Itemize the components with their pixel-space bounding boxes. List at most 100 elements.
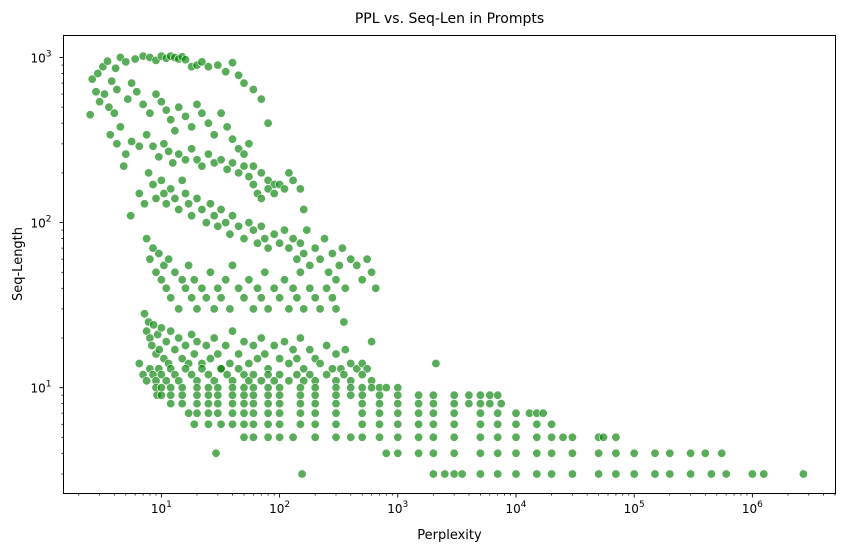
- data-point: [132, 87, 142, 97]
- data-point: [475, 399, 485, 409]
- data-point: [302, 225, 312, 235]
- data-point: [181, 364, 191, 374]
- data-point: [239, 161, 249, 171]
- x-tick-label: 102: [269, 500, 290, 516]
- data-point: [239, 78, 249, 88]
- data-point: [213, 383, 223, 393]
- data-point: [295, 333, 305, 343]
- data-point: [181, 189, 191, 199]
- data-point: [161, 105, 171, 115]
- data-point: [127, 137, 137, 147]
- data-point: [192, 399, 202, 409]
- data-point: [159, 139, 169, 149]
- data-point: [87, 74, 97, 84]
- data-point: [292, 293, 302, 303]
- data-point: [221, 218, 231, 228]
- data-point: [239, 370, 249, 380]
- data-point: [532, 419, 542, 429]
- data-point: [346, 358, 356, 368]
- data-point: [374, 399, 384, 409]
- data-point: [340, 283, 350, 293]
- data-point: [192, 337, 202, 347]
- x-tick-label: 103: [387, 500, 408, 516]
- data-point: [310, 419, 320, 429]
- data-point: [228, 419, 238, 429]
- data-point: [225, 229, 235, 239]
- data-point: [184, 199, 194, 209]
- data-point: [288, 432, 298, 442]
- data-point: [269, 283, 279, 293]
- data-point: [315, 358, 325, 368]
- data-point: [428, 399, 438, 409]
- data-point: [686, 448, 696, 458]
- data-point: [148, 180, 158, 190]
- data-point: [225, 304, 235, 314]
- data-point: [134, 141, 144, 151]
- data-point: [205, 267, 215, 277]
- data-point: [256, 94, 266, 104]
- data-point: [181, 55, 191, 65]
- data-point: [248, 304, 258, 314]
- data-point: [310, 408, 320, 418]
- data-point: [275, 293, 285, 303]
- data-point: [327, 249, 337, 259]
- data-point: [567, 432, 577, 442]
- data-point: [511, 469, 521, 479]
- data-point: [331, 383, 341, 393]
- data-point: [284, 243, 294, 253]
- y-tick-label: 101: [30, 380, 51, 396]
- data-point: [213, 399, 223, 409]
- data-point: [192, 304, 202, 314]
- data-point: [256, 221, 266, 231]
- data-point: [192, 408, 202, 418]
- data-point: [203, 149, 213, 159]
- data-point: [256, 194, 266, 204]
- data-point: [187, 329, 197, 339]
- data-point: [310, 390, 320, 400]
- data-point: [228, 260, 238, 270]
- data-point: [239, 432, 249, 442]
- data-point: [201, 340, 211, 350]
- data-point: [547, 448, 557, 458]
- data-point: [256, 376, 266, 386]
- data-point: [493, 408, 503, 418]
- data-point: [156, 370, 166, 380]
- data-point: [367, 383, 377, 393]
- data-point: [310, 293, 320, 303]
- data-point: [547, 432, 557, 442]
- data-point: [331, 390, 341, 400]
- data-point: [239, 390, 249, 400]
- data-point: [164, 146, 174, 156]
- data-point: [547, 469, 557, 479]
- data-point: [151, 89, 161, 99]
- data-point: [260, 349, 270, 359]
- data-point: [485, 399, 495, 409]
- data-point: [189, 349, 199, 359]
- data-point: [558, 432, 568, 442]
- data-point: [747, 469, 757, 479]
- data-point: [346, 383, 356, 393]
- data-point: [161, 376, 171, 386]
- data-point: [352, 364, 362, 374]
- data-point: [213, 60, 223, 70]
- data-point: [187, 211, 197, 221]
- data-point: [464, 399, 474, 409]
- data-point: [611, 432, 621, 442]
- data-point: [428, 432, 438, 442]
- data-point: [331, 408, 341, 418]
- data-point: [594, 469, 604, 479]
- data-point: [126, 211, 136, 221]
- x-tick-label: 106: [742, 500, 763, 516]
- data-point: [140, 309, 150, 319]
- data-point: [275, 432, 285, 442]
- data-point: [209, 304, 219, 314]
- data-point: [305, 283, 315, 293]
- data-point: [352, 260, 362, 270]
- data-point: [216, 155, 226, 165]
- data-point: [532, 469, 542, 479]
- data-point: [213, 408, 223, 418]
- data-point: [149, 320, 159, 330]
- data-point: [181, 340, 191, 350]
- data-point: [156, 390, 166, 400]
- data-point: [166, 383, 176, 393]
